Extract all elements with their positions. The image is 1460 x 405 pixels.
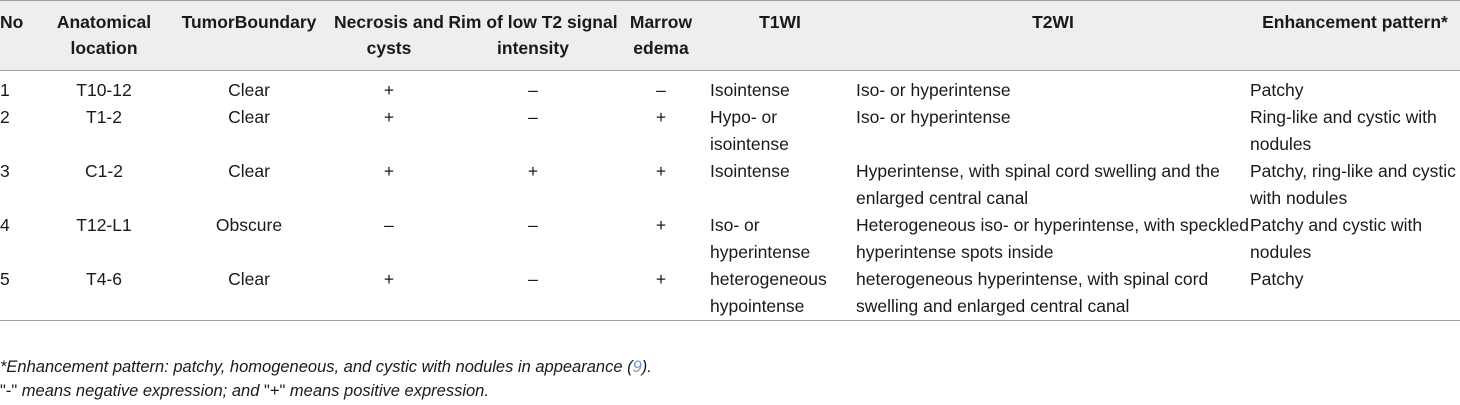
cell-location: T4-6 [40, 266, 168, 321]
cell-necrosis: – [384, 215, 394, 235]
cell-marrow: + [618, 266, 704, 321]
footnote-signs-mid: means negative expression; and [17, 382, 264, 400]
footnote-signs: "-" means negative expression; and "+" m… [0, 379, 652, 403]
cell-necrosis: + [330, 266, 448, 321]
cell-necrosis: + [383, 107, 395, 127]
cell-boundary: Clear [228, 161, 270, 181]
cell-necrosis: + [383, 80, 395, 100]
cell-t2wi: Iso- or hyperintense [856, 80, 1011, 100]
cell-enhancement: Patchy, ring-like and cystic with nodule… [1250, 161, 1456, 208]
header-no: No [0, 0, 40, 71]
cell-marrow: + [655, 215, 667, 235]
header-row: No Anatomical location TumorBoundary Nec… [0, 0, 1460, 71]
data-table: No Anatomical location TumorBoundary Nec… [0, 0, 1460, 321]
header-t1wi: T1WI [704, 0, 856, 71]
table-footnotes: *Enhancement pattern: patchy, homogeneou… [0, 355, 652, 403]
cell-enhancement: Ring-like and cystic with nodules [1250, 107, 1437, 154]
cell-t2wi: heterogeneous hyperintense, with spinal … [856, 266, 1250, 321]
cell-rim: – [528, 80, 538, 100]
cell-rim: + [527, 161, 539, 181]
table-row: 3 C1-2 Clear + + + Isointense Hyperinten… [0, 158, 1460, 212]
cell-t1wi: Isointense [710, 80, 790, 100]
cell-enhancement: Patchy and cystic with nodules [1250, 215, 1423, 262]
cell-no: 2 [0, 107, 10, 127]
cell-no: 3 [0, 161, 10, 181]
cell-marrow: + [655, 107, 667, 127]
header-anatomical-location: Anatomical location [40, 0, 168, 71]
cell-location: T1-2 [86, 107, 122, 127]
cell-t1wi: Hypo- or isointense [710, 107, 789, 154]
cell-rim: – [528, 107, 538, 127]
cell-boundary: Clear [168, 266, 330, 321]
cell-no: 4 [0, 215, 10, 235]
table-row: 5 T4-6 Clear + – + heterogeneous hypoint… [0, 266, 1460, 321]
footnote-signs-end: means positive expression. [285, 382, 489, 400]
cell-enhancement: Patchy [1250, 266, 1460, 321]
cell-boundary: Obscure [215, 215, 283, 235]
cell-t2wi: Iso- or hyperintense [856, 107, 1011, 127]
reference-link[interactable]: 9 [632, 358, 642, 376]
footnote-plus-symbol: "+" [263, 382, 286, 400]
cell-t1wi: heterogeneous hypointense [704, 266, 856, 321]
header-necrosis-and-cysts: Necrosis and cysts [330, 0, 448, 71]
cell-location: C1-2 [85, 161, 123, 181]
table-row: 1 T10-12 Clear + – – Isointense Iso- or … [0, 71, 1460, 105]
cell-location: T10-12 [76, 80, 132, 100]
footnote-enhancement-text: *Enhancement pattern: patchy, homogeneou… [0, 358, 633, 376]
cell-boundary: Clear [228, 107, 270, 127]
footnote-enhancement-end: ). [641, 358, 652, 376]
cell-rim: – [448, 266, 618, 321]
cell-marrow: + [655, 161, 667, 181]
cell-no: 1 [0, 80, 10, 100]
header-marrow-edema: Marrow edema [618, 0, 704, 71]
cell-t1wi: Iso- or hyperintense [710, 215, 811, 262]
cell-marrow: – [656, 80, 666, 100]
cell-t2wi: Heterogeneous iso- or hyperintense, with… [856, 215, 1249, 262]
cell-no: 5 [0, 266, 40, 321]
cell-t1wi: Isointense [710, 161, 790, 181]
header-rim-low-t2: Rim of low T2 signal intensity [448, 0, 618, 71]
footnote-minus-symbol: "-" [0, 382, 18, 400]
table-row: 2 T1-2 Clear + – + Hypo- or isointense I… [0, 104, 1460, 158]
header-tumor-boundary: TumorBoundary [168, 0, 330, 71]
cell-enhancement: Patchy [1250, 80, 1304, 100]
footnote-enhancement: *Enhancement pattern: patchy, homogeneou… [0, 355, 652, 379]
cell-necrosis: + [383, 161, 395, 181]
cell-boundary: Clear [228, 80, 270, 100]
header-enhancement-pattern: Enhancement pattern* [1250, 0, 1460, 71]
cell-rim: – [528, 215, 538, 235]
cell-t2wi: Hyperintense, with spinal cord swelling … [856, 161, 1220, 208]
table-row: 4 T12-L1 Obscure – – + Iso- or hyperinte… [0, 212, 1460, 266]
header-t2wi: T2WI [856, 0, 1250, 71]
cell-location: T12-L1 [76, 215, 132, 235]
